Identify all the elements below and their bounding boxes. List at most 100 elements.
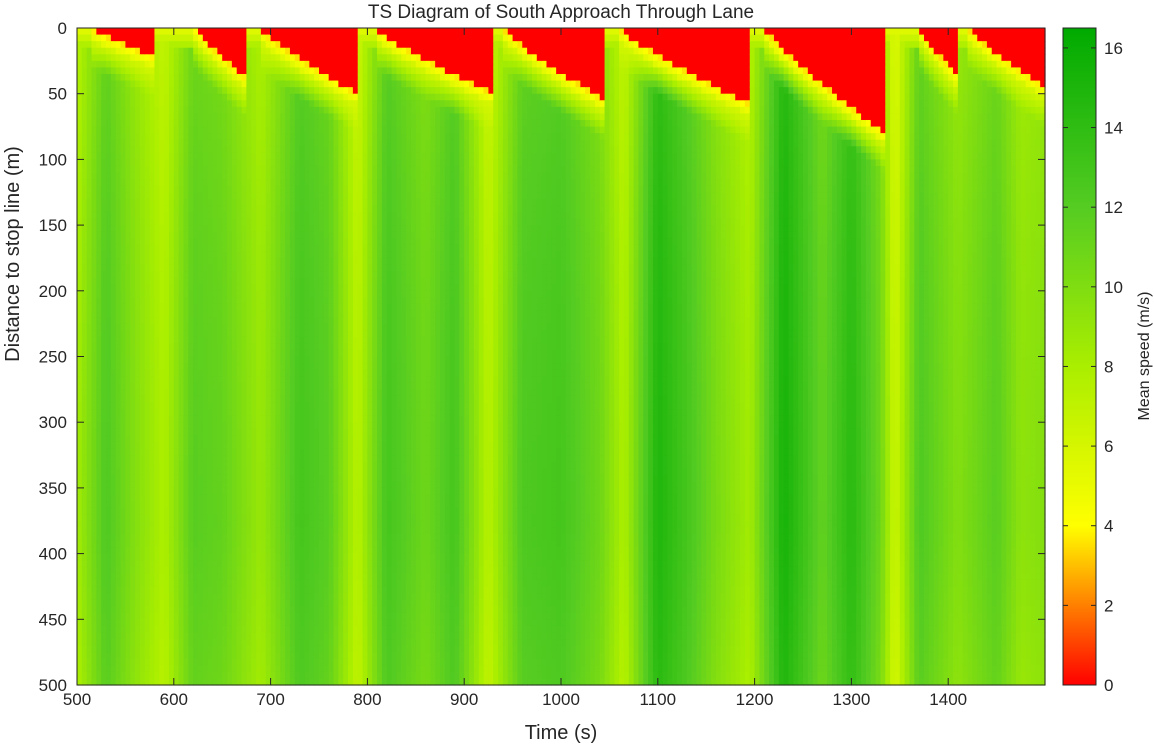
heatmap-cell [294,146,301,154]
heatmap-cell [86,494,93,502]
heatmap-cell [188,290,194,298]
heatmap-cell [130,47,136,55]
heatmap-cell [154,678,160,686]
heatmap-cell [289,658,296,666]
heatmap-cell [106,205,112,213]
heatmap-cell [270,41,277,49]
heatmap-cell [154,297,160,305]
heatmap-cell [96,264,102,272]
heatmap-cell [125,520,131,528]
heatmap-cell [130,172,136,180]
heatmap-cell [251,665,257,673]
heatmap-cell [110,80,117,88]
heatmap-cell [241,678,247,686]
heatmap-cell [198,625,204,634]
heatmap-cell [241,80,247,88]
heatmap-cell [251,632,257,640]
heatmap-cell [241,415,247,423]
heatmap-cell [193,159,199,167]
heatmap-cell [280,257,286,266]
heatmap-cell [154,310,160,318]
heatmap-cell [110,323,117,331]
heatmap-cell [139,382,146,390]
heatmap-cell [106,47,112,55]
heatmap-cell [304,487,310,496]
heatmap-cell [101,303,107,312]
heatmap-cell [202,593,209,601]
heatmap-cell [251,652,257,660]
heatmap-cell [212,159,218,167]
heatmap-cell [227,579,233,588]
heatmap-cell [149,264,156,272]
heatmap-cell [149,678,156,686]
heatmap-cell [110,428,117,436]
heatmap-cell [280,152,286,160]
heatmap-cell [183,593,189,601]
heatmap-cell [246,468,252,476]
heatmap-cell [164,54,170,62]
heatmap-cell [294,152,301,160]
heatmap-cell [265,34,272,42]
heatmap-cell [246,126,252,134]
heatmap-cell [168,566,175,574]
heatmap-cell [159,369,165,377]
heatmap-cell [135,599,141,607]
heatmap-cell [212,579,218,588]
heatmap-cell [212,652,218,660]
heatmap-cell [280,520,286,528]
heatmap-cell [256,579,262,588]
heatmap-cell [125,205,131,213]
heatmap-cell [106,277,112,285]
heatmap-cell [270,87,277,95]
heatmap-cell [115,172,122,180]
heatmap-cell [299,494,306,502]
heatmap-cell [96,560,102,568]
heatmap-cell [227,231,233,239]
heatmap-cell [285,271,291,279]
heatmap-cell [294,422,301,430]
heatmap-cell [154,34,160,42]
heatmap-cell [77,441,83,450]
heatmap-cell [154,494,160,502]
heatmap-cell [222,395,228,404]
heatmap-cell [173,441,180,450]
heatmap-cell [159,297,165,305]
heatmap-cell [260,73,267,82]
heatmap-cell [198,665,204,673]
heatmap-cell [178,126,185,134]
heatmap-cell [154,566,160,574]
heatmap-cell [314,533,320,542]
heatmap-cell [120,192,126,200]
heatmap-cell [173,566,180,574]
heatmap-cell [270,100,277,108]
heatmap-cell [115,441,122,450]
heatmap-cell [173,28,180,36]
heatmap-cell [193,415,199,423]
heatmap-cell [178,645,185,653]
heatmap-cell [159,34,165,42]
heatmap-cell [309,389,315,397]
heatmap-cell [256,303,262,312]
heatmap-cell [231,133,238,141]
heatmap-cell [154,271,160,279]
heatmap-cell [168,271,175,279]
heatmap-cell [101,665,107,673]
heatmap-cell [86,152,93,160]
heatmap-cell [236,560,243,568]
heatmap-cell [289,60,296,69]
heatmap-cell [188,356,194,364]
heatmap-cell [81,652,88,660]
heatmap-cell [159,671,165,680]
heatmap-cell [130,205,136,213]
heatmap-cell [139,185,146,193]
heatmap-cell [86,566,93,574]
heatmap-cell [212,330,218,338]
heatmap-cell [285,323,291,331]
heatmap-cell [101,119,107,128]
heatmap-cell [251,67,257,75]
heatmap-cell [246,560,252,568]
heatmap-cell [101,317,107,325]
heatmap-cell [309,310,315,318]
heatmap-cell [168,87,175,95]
heatmap-cell [130,625,136,634]
